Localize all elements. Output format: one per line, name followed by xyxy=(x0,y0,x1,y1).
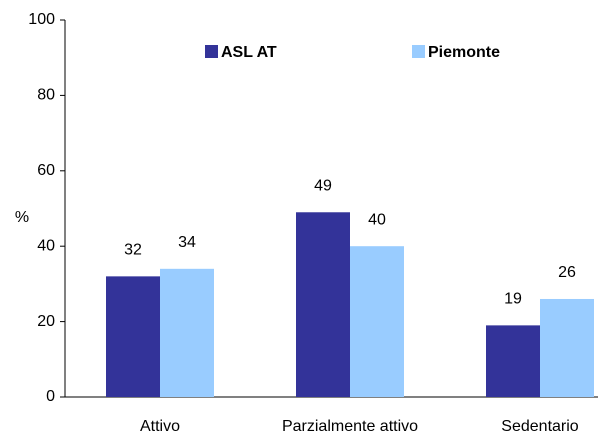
legend-label: ASL AT xyxy=(221,44,277,61)
y-axis-label: % xyxy=(15,209,29,226)
bar xyxy=(106,276,160,397)
data-label: 19 xyxy=(504,291,522,308)
bar xyxy=(296,212,350,397)
data-label: 32 xyxy=(124,242,142,259)
y-tick-label: 40 xyxy=(37,237,55,254)
y-tick-label: 0 xyxy=(46,388,55,405)
y-tick-label: 20 xyxy=(37,313,55,330)
y-tick-label: 80 xyxy=(37,87,55,104)
x-tick-label: Attivo xyxy=(140,418,180,434)
data-label: 26 xyxy=(558,264,576,281)
bar xyxy=(160,268,214,397)
legend-swatch xyxy=(205,45,218,58)
y-tick-label: 100 xyxy=(28,11,55,28)
x-tick-label: Sedentario xyxy=(501,418,578,434)
legend-label: Piemonte xyxy=(428,44,500,61)
bar xyxy=(540,298,594,397)
data-label: 49 xyxy=(314,177,332,194)
legend-swatch xyxy=(412,45,425,58)
bar xyxy=(350,246,404,397)
data-label: 34 xyxy=(178,234,196,251)
bar xyxy=(486,325,540,397)
data-label: 40 xyxy=(368,211,386,228)
x-tick-label: Parzialmente attivo xyxy=(282,418,418,434)
y-tick-label: 60 xyxy=(37,162,55,179)
